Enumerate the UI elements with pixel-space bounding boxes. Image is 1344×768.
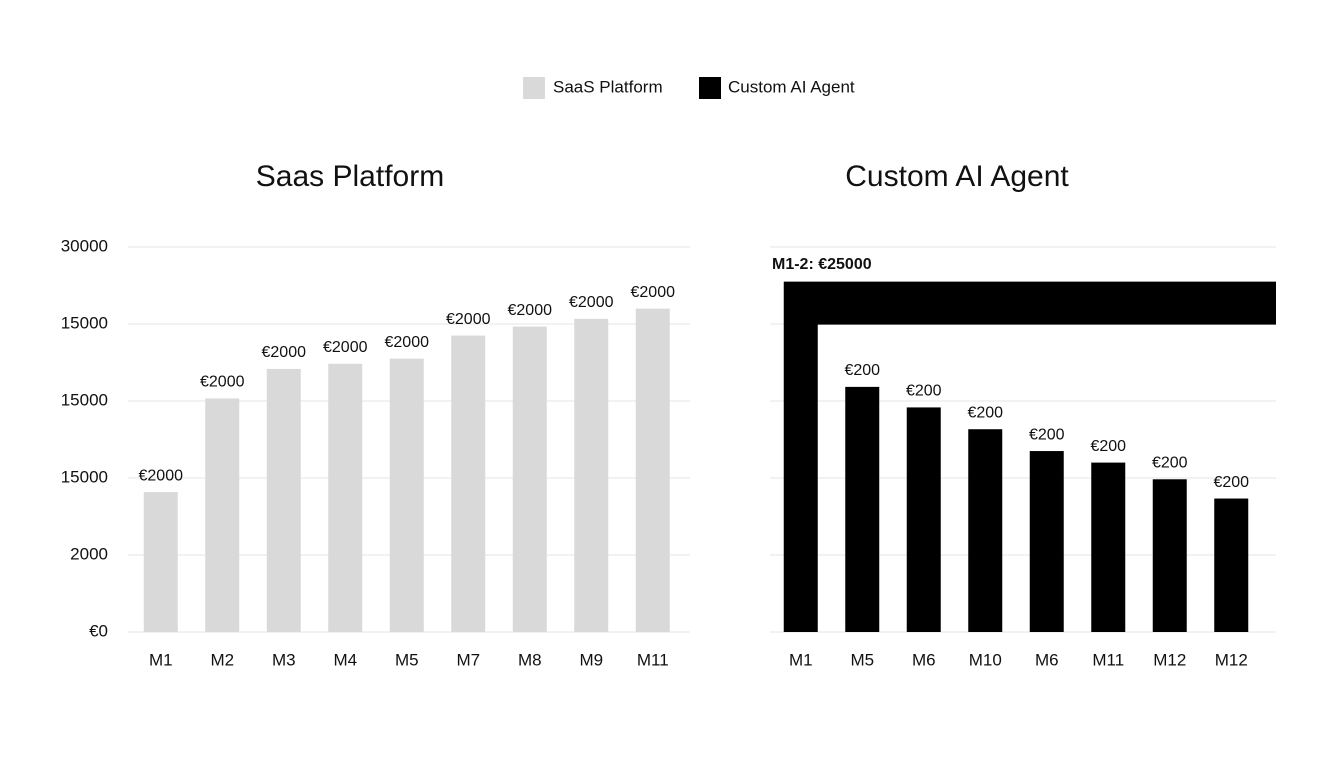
bar-label: €2000 xyxy=(446,311,491,328)
chart-title: Saas Platform xyxy=(256,160,444,193)
legend-label: SaaS Platform xyxy=(553,77,663,96)
x-tick-label: M4 xyxy=(333,650,357,669)
y-tick-label: €0 xyxy=(89,621,108,640)
bar xyxy=(328,363,363,632)
bar xyxy=(1091,462,1126,632)
legend-swatch xyxy=(523,77,545,99)
y-tick-label: 30000 xyxy=(61,236,108,255)
x-tick-label: M7 xyxy=(456,650,480,669)
bar xyxy=(143,492,178,632)
x-tick-label: M12 xyxy=(1215,650,1248,669)
x-tick-label: M3 xyxy=(272,650,296,669)
chart-title: Custom AI Agent xyxy=(845,160,1069,193)
bar-label: €200 xyxy=(1152,455,1188,472)
bar-label: €2000 xyxy=(262,344,307,361)
y-tick-label: 2000 xyxy=(70,544,108,563)
bar xyxy=(968,429,1003,632)
bar xyxy=(783,281,1276,632)
x-tick-label: M2 xyxy=(210,650,234,669)
x-tick-label: M5 xyxy=(850,650,874,669)
bar-label: €2000 xyxy=(508,302,553,319)
x-tick-label: M6 xyxy=(1035,650,1059,669)
bar xyxy=(574,318,609,632)
bar-label: €200 xyxy=(1090,438,1126,455)
bar-label: €200 xyxy=(1029,426,1065,443)
bar xyxy=(389,358,424,632)
legend-label: Custom AI Agent xyxy=(728,77,855,96)
bar xyxy=(635,308,670,632)
bar xyxy=(205,398,240,632)
bar-label: €2000 xyxy=(631,284,676,301)
x-tick-label: M10 xyxy=(969,650,1002,669)
bar-label: €200 xyxy=(967,404,1003,421)
x-tick-label: M5 xyxy=(395,650,419,669)
bar-label: €2000 xyxy=(569,294,614,311)
bar xyxy=(1029,451,1064,632)
bar xyxy=(906,407,941,632)
bar-label: €200 xyxy=(844,362,880,379)
bar-label: €2000 xyxy=(323,339,368,356)
y-tick-label: 15000 xyxy=(61,390,108,409)
bar-label: €2000 xyxy=(139,467,184,484)
x-tick-label: M9 xyxy=(579,650,603,669)
bar xyxy=(512,326,547,632)
x-tick-label: M6 xyxy=(912,650,936,669)
y-tick-label: 15000 xyxy=(61,467,108,486)
x-tick-label: M12 xyxy=(1153,650,1186,669)
bar-label: €200 xyxy=(1213,474,1249,491)
bar xyxy=(451,335,486,632)
legend-swatch xyxy=(699,77,721,99)
bar xyxy=(1152,479,1187,632)
x-tick-label: M1 xyxy=(789,650,813,669)
x-tick-label: M11 xyxy=(1092,650,1124,669)
bar-label: €200 xyxy=(906,383,942,400)
x-tick-label: M11 xyxy=(637,650,669,669)
bar-label: €2000 xyxy=(200,374,245,391)
bar-label: €2000 xyxy=(385,334,430,351)
bar xyxy=(266,368,301,632)
bar xyxy=(1214,498,1249,632)
y-tick-label: 15000 xyxy=(61,313,108,332)
annotation: M1-2: €25000 xyxy=(772,256,872,273)
x-tick-label: M8 xyxy=(518,650,542,669)
bar xyxy=(845,386,880,632)
x-tick-label: M1 xyxy=(149,650,173,669)
